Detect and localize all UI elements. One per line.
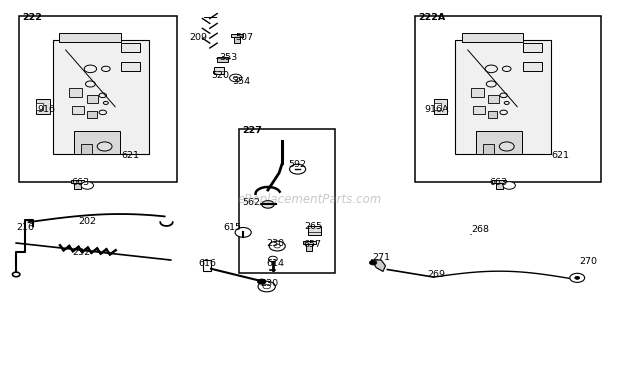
- Circle shape: [262, 201, 274, 208]
- Text: 663: 663: [489, 178, 508, 187]
- Circle shape: [229, 74, 242, 82]
- Bar: [434, 99, 448, 114]
- Circle shape: [499, 142, 514, 151]
- Bar: [81, 144, 92, 154]
- Text: 232: 232: [72, 249, 90, 257]
- Text: 663: 663: [72, 178, 90, 187]
- Text: 270: 270: [579, 258, 597, 266]
- Bar: [461, 33, 523, 42]
- Bar: [239, 130, 335, 273]
- Circle shape: [268, 256, 277, 261]
- Text: 616: 616: [198, 259, 216, 268]
- Bar: [488, 111, 497, 118]
- Bar: [523, 43, 542, 52]
- Bar: [36, 99, 50, 114]
- Text: 621: 621: [551, 152, 569, 160]
- Bar: [471, 88, 484, 97]
- Bar: [74, 131, 120, 154]
- Text: eReplacementParts.com: eReplacementParts.com: [238, 193, 382, 206]
- Text: 614: 614: [267, 259, 285, 268]
- Circle shape: [575, 276, 580, 279]
- Bar: [483, 144, 494, 154]
- Bar: [495, 182, 503, 189]
- Text: 230: 230: [260, 279, 278, 288]
- Circle shape: [81, 182, 94, 189]
- Circle shape: [258, 281, 275, 292]
- Circle shape: [12, 272, 20, 277]
- Circle shape: [370, 260, 377, 265]
- Bar: [203, 260, 211, 271]
- Circle shape: [233, 76, 238, 79]
- Text: 657: 657: [304, 240, 322, 249]
- Bar: [87, 111, 97, 118]
- Bar: [472, 106, 485, 114]
- Text: 353: 353: [219, 53, 237, 62]
- Text: 216: 216: [16, 223, 34, 232]
- Circle shape: [263, 284, 270, 289]
- Circle shape: [274, 244, 280, 248]
- Bar: [234, 35, 240, 43]
- Text: 222A: 222A: [418, 13, 446, 22]
- Bar: [306, 242, 312, 250]
- Bar: [72, 106, 84, 114]
- Text: 621: 621: [122, 151, 140, 160]
- Bar: [231, 34, 243, 37]
- Circle shape: [235, 228, 251, 238]
- Bar: [308, 226, 321, 236]
- Bar: [60, 33, 122, 42]
- Text: 222: 222: [22, 13, 42, 22]
- Text: 562: 562: [242, 198, 260, 207]
- Circle shape: [290, 164, 306, 174]
- Circle shape: [570, 273, 585, 282]
- Bar: [415, 16, 601, 182]
- Circle shape: [269, 241, 285, 251]
- Text: 269: 269: [428, 270, 446, 279]
- Text: 592: 592: [288, 160, 306, 169]
- Bar: [523, 62, 542, 71]
- Bar: [492, 180, 506, 183]
- Text: 916A: 916A: [425, 105, 449, 114]
- Text: 202: 202: [78, 217, 96, 226]
- Bar: [122, 62, 140, 71]
- Text: 615: 615: [223, 223, 241, 233]
- Text: 230: 230: [267, 239, 285, 247]
- Bar: [71, 180, 84, 183]
- Text: 916: 916: [38, 105, 56, 114]
- Text: 271: 271: [372, 253, 390, 262]
- Text: 265: 265: [304, 222, 322, 231]
- Circle shape: [257, 279, 266, 284]
- Bar: [303, 241, 316, 244]
- Bar: [434, 103, 441, 110]
- Text: 520: 520: [211, 71, 229, 80]
- Bar: [36, 103, 43, 110]
- Bar: [488, 95, 499, 103]
- Text: 209: 209: [189, 33, 207, 42]
- Bar: [214, 66, 224, 74]
- Bar: [53, 40, 149, 154]
- Circle shape: [97, 142, 112, 151]
- Bar: [87, 95, 99, 103]
- Bar: [455, 40, 551, 154]
- Text: 268: 268: [471, 225, 489, 234]
- Bar: [122, 43, 140, 52]
- Text: 507: 507: [236, 33, 254, 42]
- Bar: [74, 182, 81, 189]
- Circle shape: [503, 182, 515, 189]
- Bar: [69, 88, 82, 97]
- Bar: [217, 57, 228, 62]
- Text: 227: 227: [242, 126, 262, 135]
- Text: 354: 354: [232, 77, 251, 86]
- Bar: [476, 131, 522, 154]
- Bar: [19, 16, 177, 182]
- Polygon shape: [372, 260, 386, 271]
